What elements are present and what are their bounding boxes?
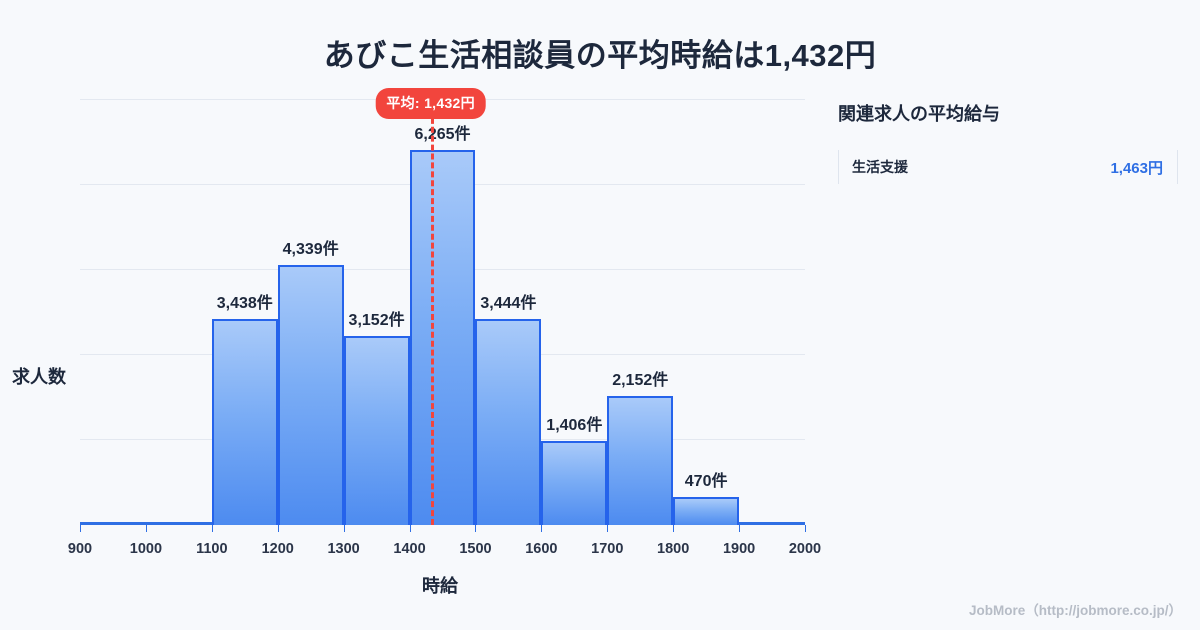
x-axis-tick-label: 1200 — [261, 541, 294, 557]
x-axis-tick — [277, 525, 279, 532]
bar-value-label: 3,444件 — [480, 294, 537, 312]
bar-value-label: 6,265件 — [414, 125, 471, 143]
x-axis-tick-label: 1800 — [657, 541, 690, 557]
histogram-bar — [475, 318, 542, 525]
salary-row-value: 1,463円 — [1110, 159, 1163, 177]
histogram-bar — [739, 522, 805, 525]
page-title: あびこ生活相談員の平均時給は1,432円 — [323, 38, 877, 73]
histogram-bar — [145, 522, 212, 525]
x-axis-tick — [739, 525, 741, 532]
x-axis-tick — [607, 525, 609, 532]
x-axis-tick — [145, 525, 147, 532]
histogram-bar — [673, 496, 740, 525]
histogram-bar — [80, 522, 146, 525]
x-axis-tick-label: 900 — [67, 541, 93, 557]
histogram-chart: 求人数 3,438件 4,339件 3,152件 6,265件 3,444件 1,406件… — [0, 85, 821, 565]
x-axis-tick — [475, 525, 477, 532]
x-axis-tick — [673, 525, 675, 532]
related-salary-title: 関連求人の平均給与 — [838, 104, 1000, 124]
x-axis-tick — [80, 525, 81, 532]
x-axis-tick — [409, 525, 411, 532]
related-salary-list: 生活支援 1,463円 — [838, 150, 1178, 184]
salary-row: 生活支援 1,463円 — [838, 150, 1178, 184]
x-axis-tick-label: 1700 — [591, 541, 624, 557]
histogram-bar — [541, 440, 608, 525]
footer-watermark: JobMore（http://jobmore.co.jp/） — [969, 603, 1182, 618]
bar-value-label: 2,152件 — [612, 372, 669, 390]
x-axis-tick-label: 1900 — [722, 541, 756, 557]
x-axis-tick — [343, 525, 345, 532]
related-salary-panel: 関連求人の平均給与 生活支援 1,463円 — [838, 100, 1178, 184]
x-axis-tick — [805, 525, 806, 532]
average-line — [430, 100, 434, 525]
histogram-bar — [607, 396, 674, 525]
x-axis-title: 時給 — [422, 576, 458, 596]
x-axis-tick-label: 1400 — [393, 541, 426, 557]
bar-value-label: 3,438件 — [216, 295, 273, 313]
bar-value-label: 1,406件 — [546, 416, 603, 434]
bar-value-label: 3,152件 — [348, 312, 405, 330]
average-badge: 平均: 1,432円 — [375, 88, 486, 119]
x-axis-tick-label: 1300 — [327, 541, 360, 557]
x-axis-tick — [541, 525, 543, 532]
x-axis-tick-label: 1100 — [196, 541, 228, 557]
histogram-bar — [211, 319, 278, 525]
histogram-bar — [409, 149, 476, 525]
plot-area: 3,438件 4,339件 3,152件 6,265件 3,444件 1,406件 2,15… — [68, 88, 821, 557]
histogram-bar — [343, 336, 410, 525]
salary-row-name: 生活支援 — [852, 159, 908, 175]
x-axis-tick-label: 1500 — [459, 541, 492, 557]
histogram-bar — [277, 265, 344, 525]
y-axis-title: 求人数 — [12, 367, 66, 387]
x-axis-tick-label: 1000 — [129, 541, 163, 557]
x-axis-tick — [211, 525, 213, 532]
x-axis-tick-label: 1600 — [525, 541, 558, 557]
bar-value-label: 470件 — [684, 472, 728, 490]
bar-value-label: 4,339件 — [282, 241, 339, 259]
x-axis-tick-label: 2000 — [788, 541, 822, 557]
